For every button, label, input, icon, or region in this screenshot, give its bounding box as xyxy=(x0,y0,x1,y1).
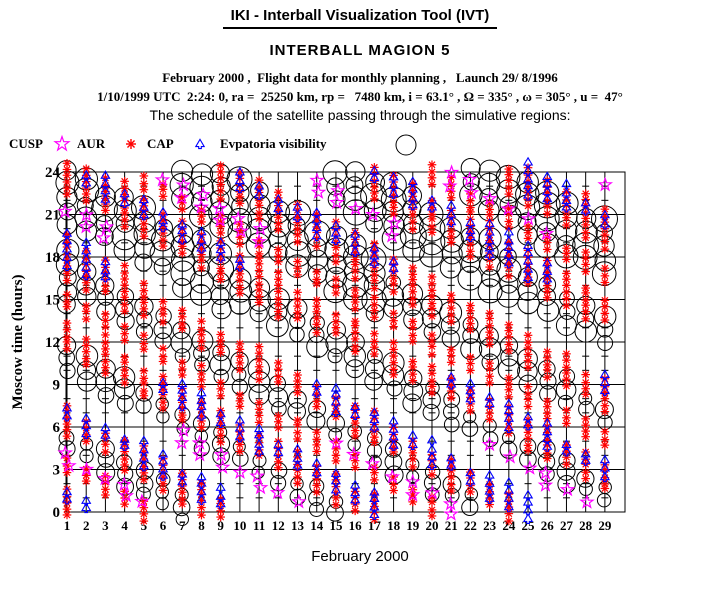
legend-label-cusp: CUSP xyxy=(9,136,43,151)
page-title-text: IKI - Interball Visualization Tool (IVT) xyxy=(222,7,498,29)
x-tick-labels: 1 2 3 4 5 6 7 8 9 10 11 12 13 14 15 16 17 18 19 20 21 22 23 24 2… xyxy=(64,518,612,533)
cusp-star-icon xyxy=(53,134,71,152)
svg-text:21: 21 xyxy=(445,518,458,533)
series-aur xyxy=(62,158,610,526)
svg-text:17: 17 xyxy=(368,518,382,533)
svg-text:5: 5 xyxy=(141,518,148,533)
svg-text:0: 0 xyxy=(53,505,61,521)
svg-text:13: 13 xyxy=(291,518,305,533)
svg-text:20: 20 xyxy=(425,518,438,533)
svg-text:11: 11 xyxy=(253,518,265,533)
svg-text:3: 3 xyxy=(53,463,61,479)
svg-text:19: 19 xyxy=(406,518,420,533)
svg-text:15: 15 xyxy=(329,518,343,533)
svg-text:6: 6 xyxy=(160,518,167,533)
svg-text:24: 24 xyxy=(45,165,61,181)
svg-text:10: 10 xyxy=(233,518,246,533)
svg-text:16: 16 xyxy=(349,518,363,533)
legend-label-evpatoria: Evpatoria visibility xyxy=(220,136,327,151)
svg-text:24: 24 xyxy=(502,518,516,533)
legend-label-cap: CAP xyxy=(147,136,174,151)
cap-club-icon xyxy=(194,138,206,150)
legend: CUSP AUR CAP Evpatoria visibility xyxy=(0,130,720,158)
page-title: IKI - Interball Visualization Tool (IVT) xyxy=(0,7,720,29)
svg-text:29: 29 xyxy=(598,518,612,533)
evpatoria-circle-icon xyxy=(395,134,417,156)
legend-label-aur: AUR xyxy=(77,136,106,151)
svg-text:9: 9 xyxy=(53,378,61,394)
svg-text:21: 21 xyxy=(45,208,60,224)
series-evpatoria-visibility xyxy=(55,158,618,526)
day-lines xyxy=(63,172,609,512)
svg-text:4: 4 xyxy=(121,518,128,533)
series-cusp xyxy=(57,164,614,521)
svg-text:9: 9 xyxy=(217,518,224,533)
svg-text:27: 27 xyxy=(560,518,574,533)
grid xyxy=(65,171,626,513)
svg-text:12: 12 xyxy=(45,335,60,351)
aur-asterisk-icon xyxy=(126,139,136,149)
svg-text:12: 12 xyxy=(272,518,285,533)
svg-text:23: 23 xyxy=(483,518,497,533)
svg-text:22: 22 xyxy=(464,518,477,533)
schedule-caption: The schedule of the satellite passing th… xyxy=(149,107,571,123)
svg-text:28: 28 xyxy=(579,518,593,533)
y-tick-labels: 0 3 6 9 12 15 18 21 24 xyxy=(45,165,61,521)
svg-text:18: 18 xyxy=(45,250,60,266)
svg-text:8: 8 xyxy=(198,518,205,533)
orbit-elements-line: 1/10/1999 UTC 2:24: 0, ra = 25250 km, rp… xyxy=(97,89,623,104)
svg-text:1: 1 xyxy=(64,518,71,533)
series-cap xyxy=(61,156,611,524)
svg-text:18: 18 xyxy=(387,518,401,533)
svg-text:14: 14 xyxy=(310,518,324,533)
flight-data-line: February 2000 , Flight data for monthly … xyxy=(162,70,558,85)
svg-text:25: 25 xyxy=(522,518,536,533)
satellite-title: INTERBALL MAGION 5 xyxy=(269,42,451,59)
svg-text:15: 15 xyxy=(45,293,60,309)
svg-text:7: 7 xyxy=(179,518,186,533)
svg-text:2: 2 xyxy=(83,518,90,533)
svg-text:26: 26 xyxy=(541,518,555,533)
y-axis-title: Moscow time (hours) xyxy=(10,275,26,410)
svg-text:3: 3 xyxy=(102,518,109,533)
month-caption: February 2000 xyxy=(311,548,409,565)
svg-text:6: 6 xyxy=(53,420,61,436)
